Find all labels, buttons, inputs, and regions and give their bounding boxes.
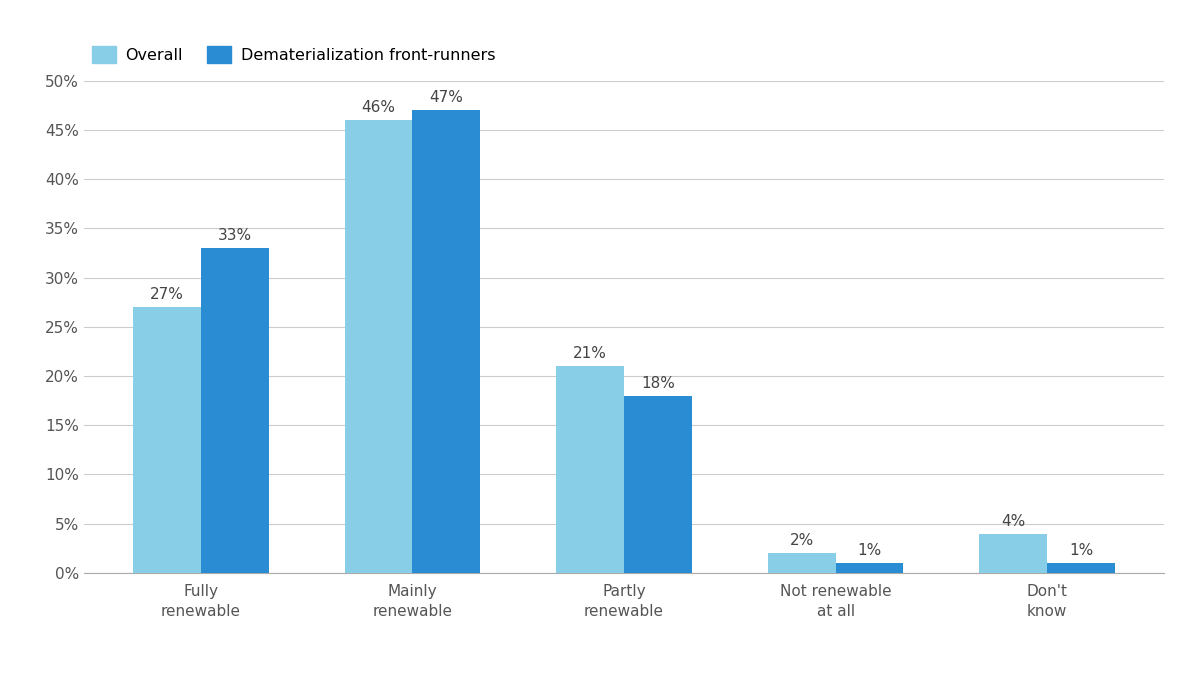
Text: 47%: 47% (430, 90, 463, 105)
Text: 18%: 18% (641, 376, 674, 391)
Legend: Overall, Dematerialization front-runners: Overall, Dematerialization front-runners (92, 47, 496, 63)
Bar (768, 553, 835, 573)
Text: 27%: 27% (150, 287, 184, 302)
Text: 1%: 1% (857, 543, 882, 558)
Bar (835, 563, 904, 573)
Bar (624, 396, 691, 573)
Text: 33%: 33% (217, 228, 252, 243)
Bar (979, 534, 1048, 573)
Bar (413, 111, 480, 573)
Bar (344, 120, 413, 573)
Bar (200, 248, 269, 573)
Text: 1%: 1% (1069, 543, 1093, 558)
Bar (133, 307, 200, 573)
Text: 2%: 2% (790, 533, 814, 549)
Text: 21%: 21% (574, 346, 607, 361)
Bar (557, 366, 624, 573)
Bar (1048, 563, 1115, 573)
Text: 4%: 4% (1001, 514, 1026, 528)
Text: 46%: 46% (361, 100, 396, 115)
